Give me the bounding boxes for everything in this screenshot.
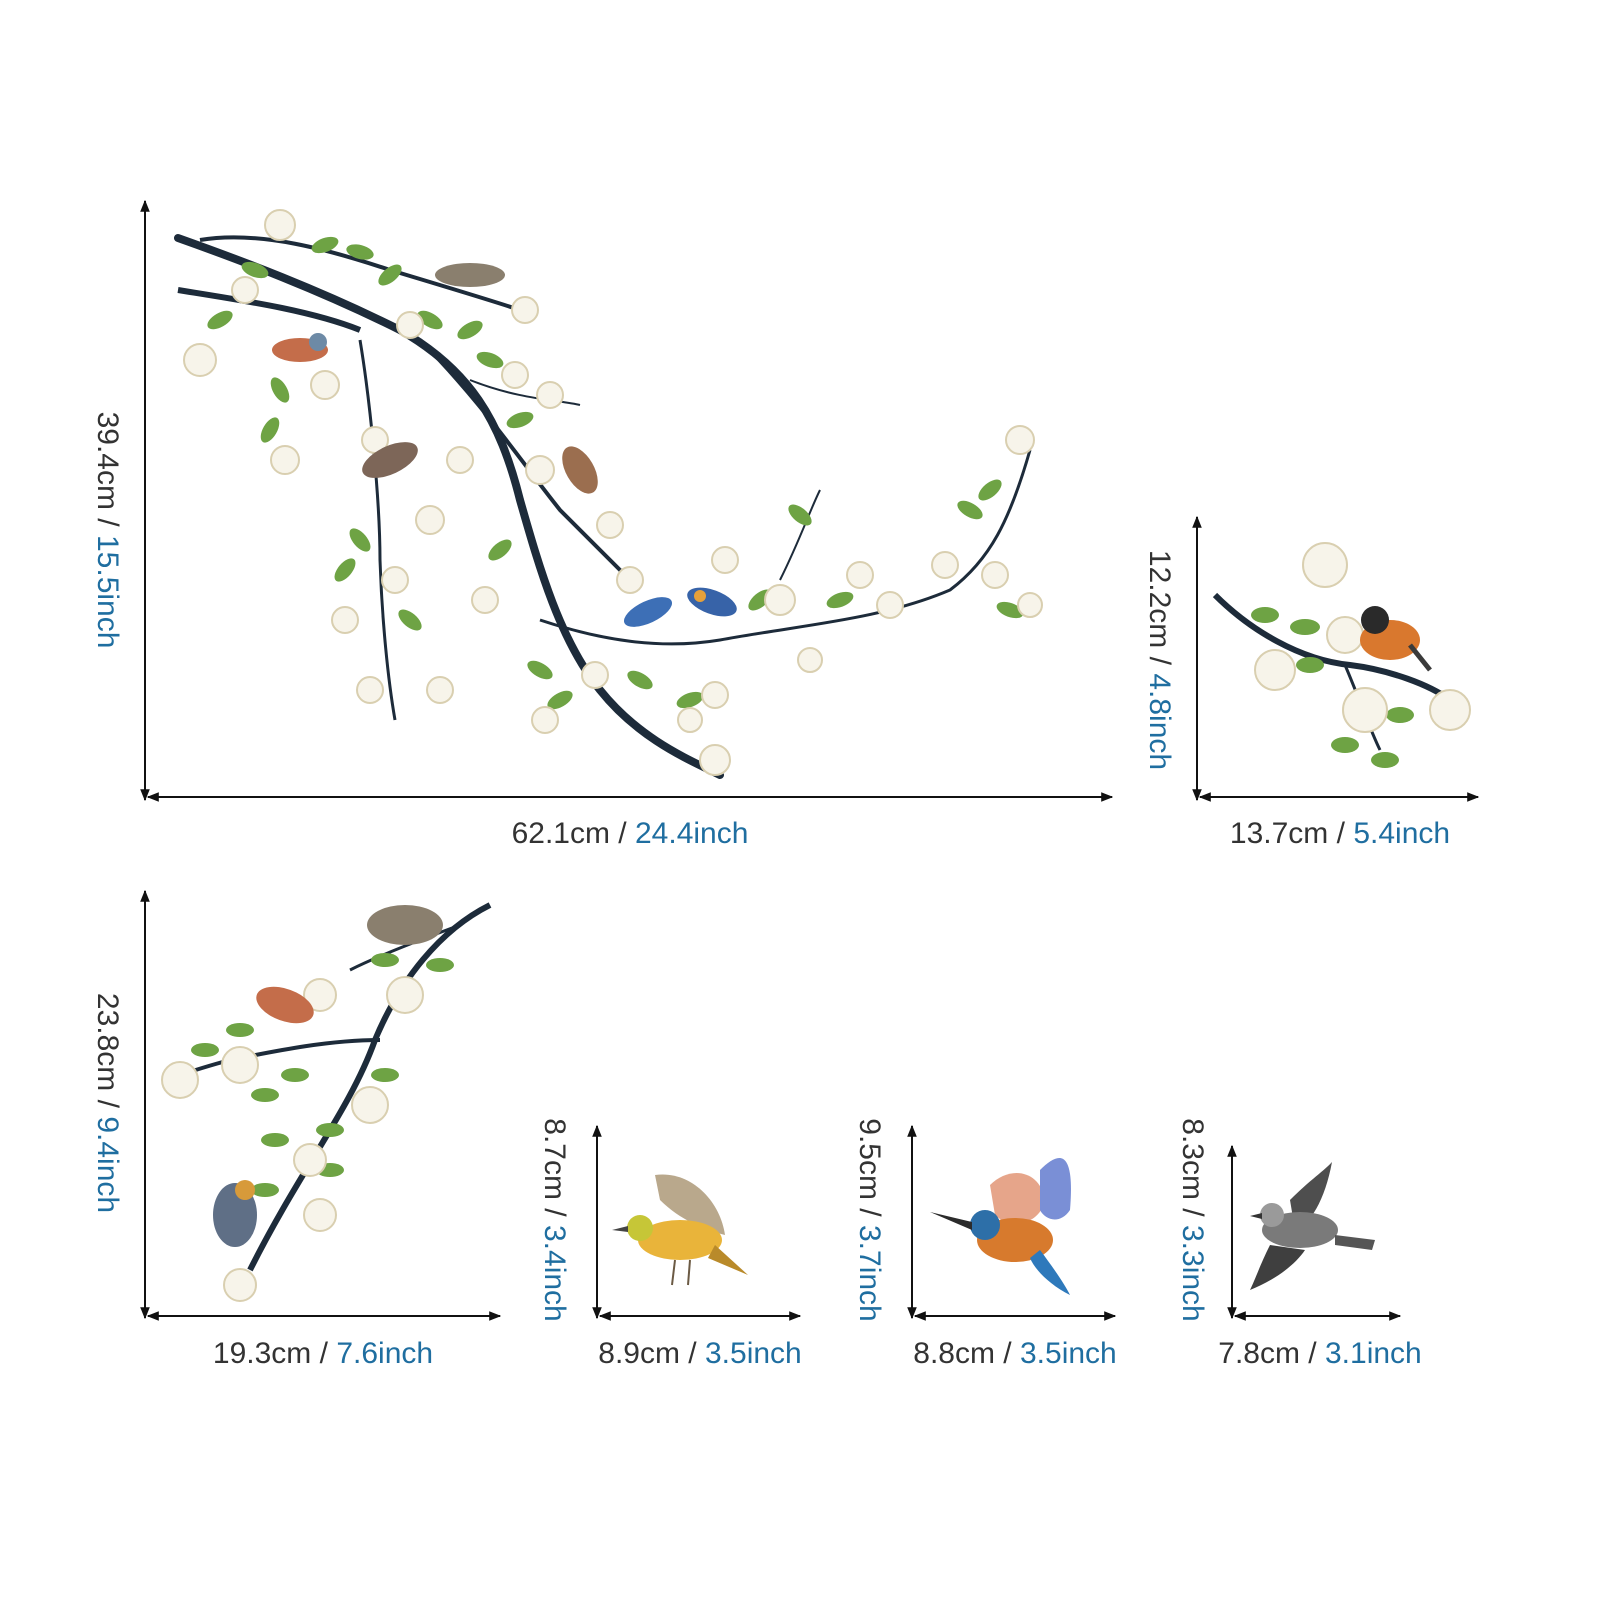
grey-bird-width-label: 7.8cm / 3.1inch (1218, 1337, 1421, 1370)
medium-branch-width-label: 19.3cm / 7.6inch (213, 1337, 433, 1370)
kingfisher-illustration (930, 1158, 1071, 1295)
medium-branch-illustration (161, 902, 492, 1302)
yellow-bird-illustration (612, 1174, 748, 1286)
kingfisher-width-label: 8.8cm / 3.5inch (913, 1337, 1116, 1370)
yellow-bird-height-label: 8.7cm / 3.4inch (538, 1118, 571, 1321)
grey-bird-illustration (1250, 1162, 1375, 1290)
small-branch-illustration (1212, 542, 1471, 768)
grey-bird-height-label: 8.3cm / 3.3inch (1176, 1118, 1209, 1321)
small-branch-width-label: 13.7cm / 5.4inch (1230, 817, 1450, 850)
large-branch-illustration (174, 209, 1043, 779)
kingfisher-height-label: 9.5cm / 3.7inch (853, 1118, 886, 1321)
large-branch-height-label: 39.4cm / 15.5inch (91, 412, 124, 649)
yellow-bird-width-label: 8.9cm / 3.5inch (598, 1337, 801, 1370)
small-branch-height-label: 12.2cm / 4.8inch (1143, 550, 1176, 770)
dimension-lines (140, 199, 1480, 1321)
large-branch-width-label: 62.1cm / 24.4inch (512, 817, 749, 850)
medium-branch-height-label: 23.8cm / 9.4inch (91, 993, 124, 1213)
